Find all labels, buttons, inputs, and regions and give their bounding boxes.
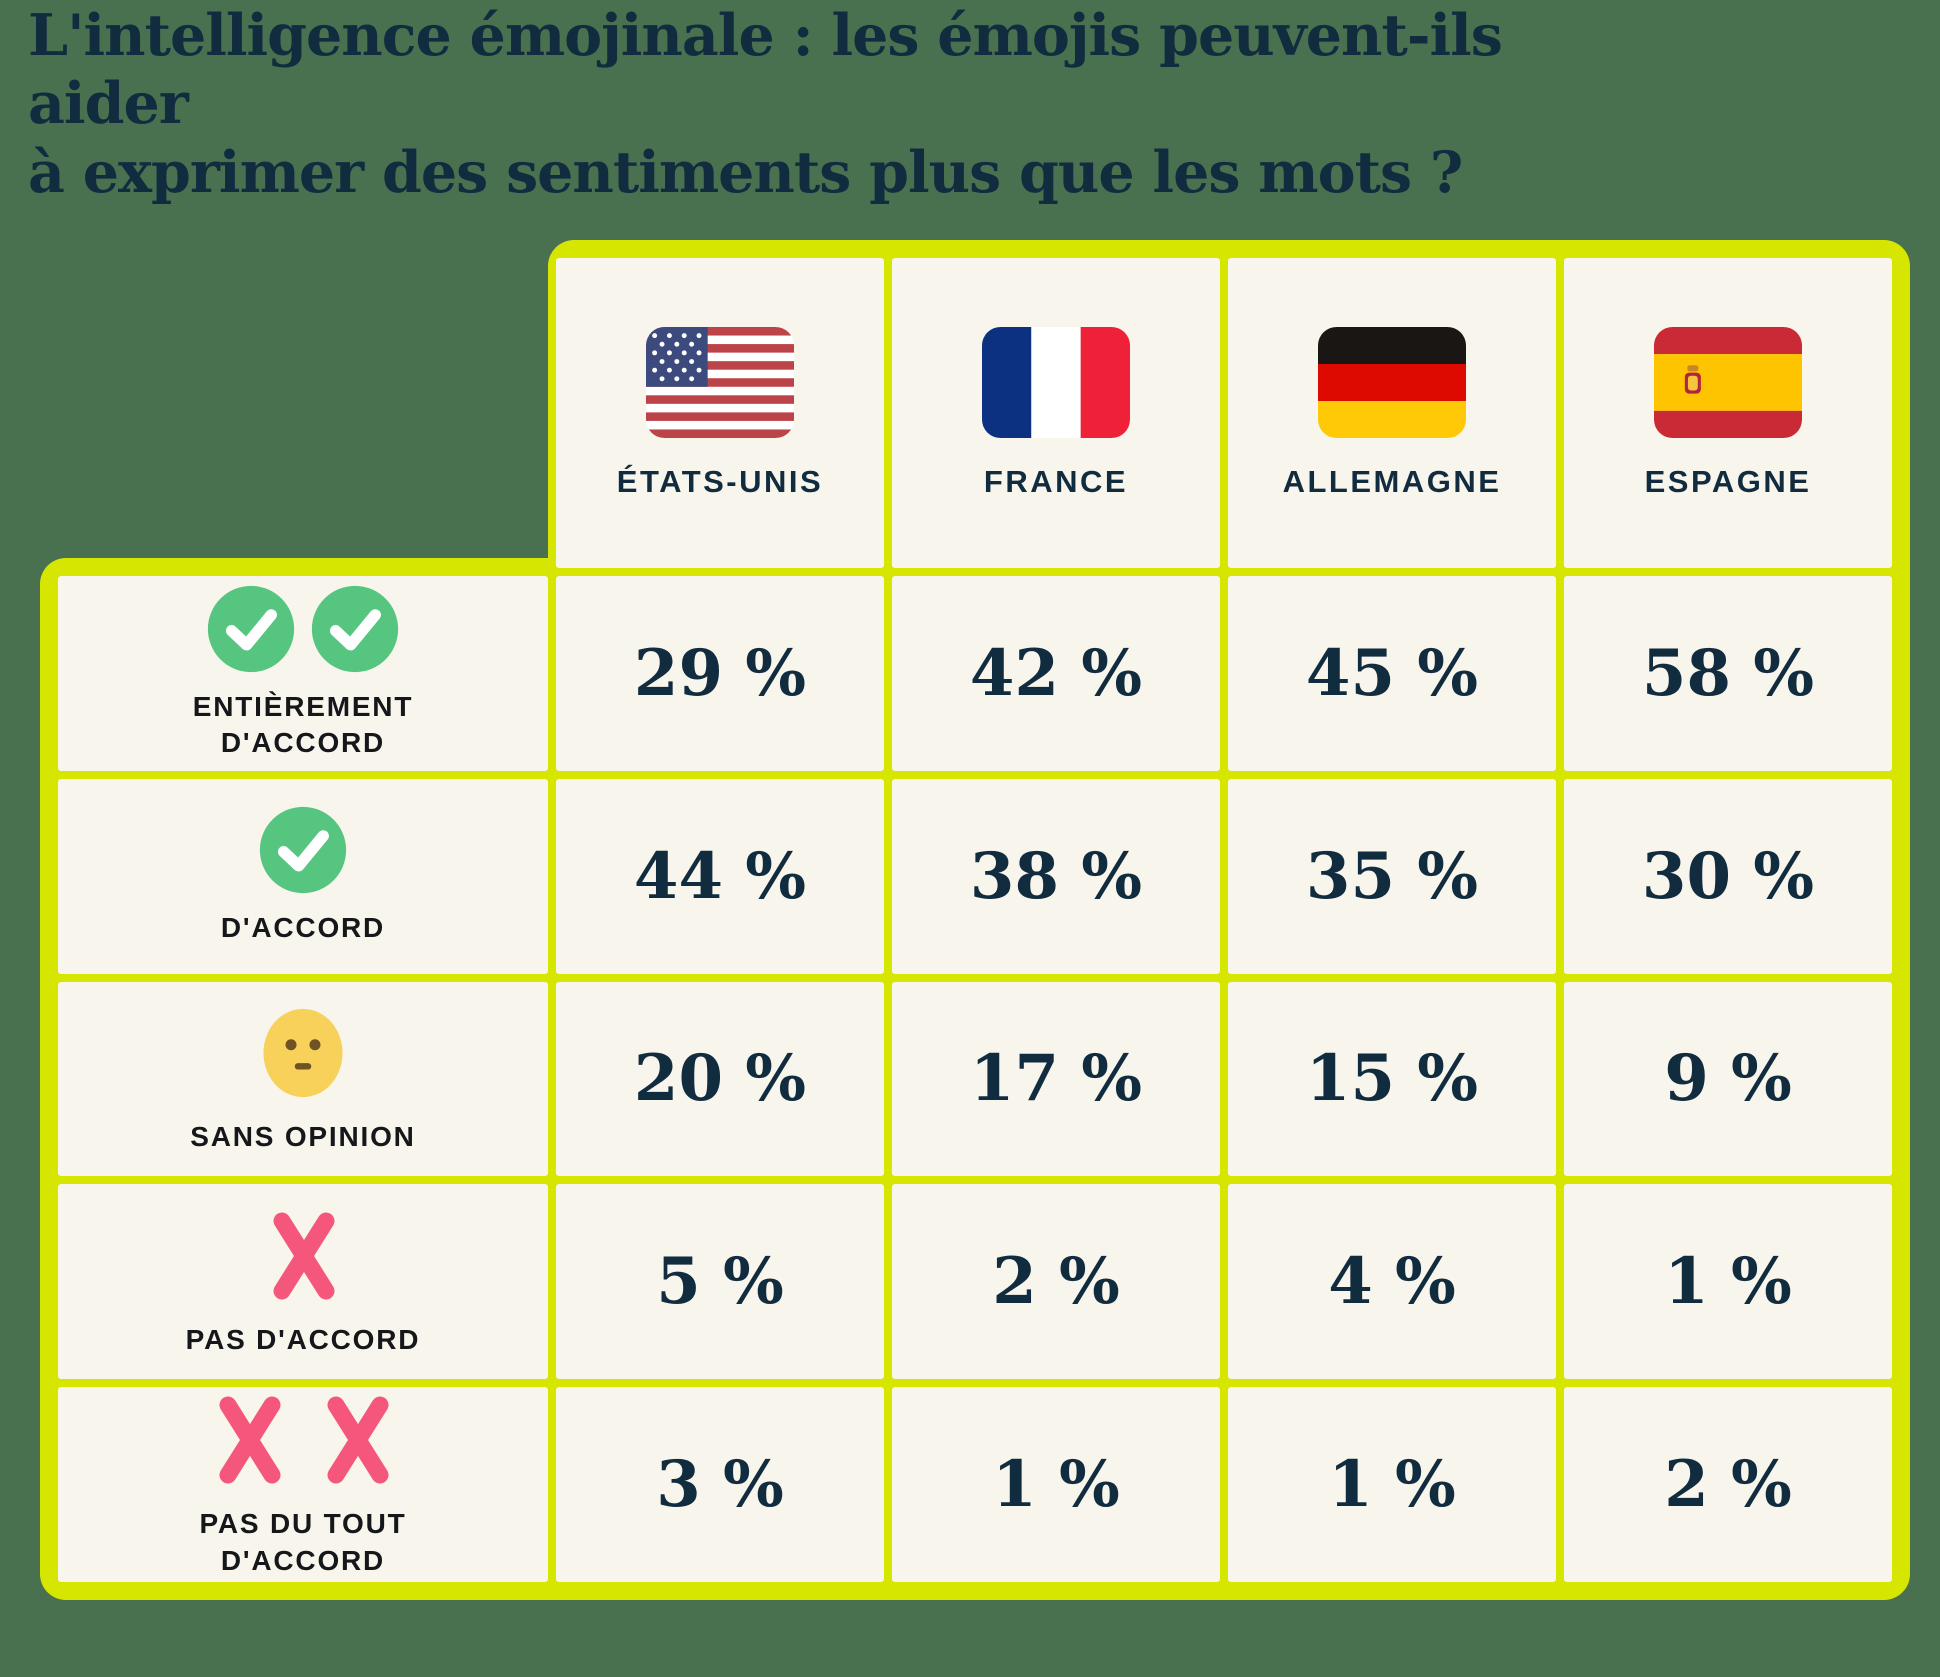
column-header-label: ÉTATS-UNIS — [616, 463, 824, 499]
value-cell: 42 % — [892, 576, 1220, 771]
row-header-label: PAS D'ACCORD — [185, 1323, 421, 1355]
value-cell: 1 % — [892, 1387, 1220, 1582]
percent-value: 1 % — [992, 1447, 1120, 1523]
percent-value: 29 % — [633, 635, 807, 711]
cross-icon — [257, 1206, 349, 1306]
value-cell: 1 % — [1228, 1387, 1556, 1582]
percent-value: 35 % — [1305, 838, 1479, 914]
column-header-label: ALLEMAGNE — [1282, 463, 1502, 499]
percent-value: 2 % — [1664, 1447, 1792, 1523]
percent-value: 58 % — [1641, 635, 1815, 711]
value-cell: 58 % — [1564, 576, 1892, 771]
column-header-label: ESPAGNE — [1644, 463, 1812, 499]
value-cell: 2 % — [892, 1184, 1220, 1380]
column-header-etats-unis: ÉTATS-UNIS — [556, 258, 884, 568]
percent-value: 2 % — [992, 1244, 1120, 1320]
value-cell: 3 % — [556, 1387, 884, 1582]
row-header-label: PAS DU TOUT D'ACCORD — [199, 1508, 407, 1576]
column-header-label: FRANCE — [983, 463, 1129, 499]
percent-value: 38 % — [969, 838, 1143, 914]
value-cell: 17 % — [892, 981, 1220, 1177]
survey-table: ÉTATS-UNIS FRANCE ALLEMAGNE ESPAGNE — [40, 240, 1910, 1600]
percent-value: 1 % — [1328, 1447, 1456, 1523]
row-header-daccord: D'ACCORD — [58, 778, 548, 974]
percent-value: 17 % — [969, 1041, 1143, 1117]
percent-value: 45 % — [1305, 635, 1479, 711]
value-cell: 38 % — [892, 778, 1220, 974]
france-flag-icon — [982, 327, 1130, 438]
value-cell: 20 % — [556, 981, 884, 1177]
column-header-allemagne: ALLEMAGNE — [1228, 258, 1556, 568]
neutral-face-icon — [257, 1003, 349, 1103]
row-header-label: ENTIÈREMENT D'ACCORD — [192, 691, 414, 759]
column-header-france: FRANCE — [892, 258, 1220, 568]
percent-value: 30 % — [1641, 838, 1815, 914]
us-flag-icon — [646, 327, 794, 438]
percent-value: 4 % — [1328, 1244, 1456, 1320]
percent-value: 44 % — [633, 838, 807, 914]
table-grid: ÉTATS-UNIS FRANCE ALLEMAGNE ESPAGNE — [40, 240, 1910, 1600]
page-title: L'intelligence émojinale : les émojis pe… — [28, 2, 1628, 207]
percent-value: 3 % — [656, 1447, 784, 1523]
value-cell: 29 % — [556, 576, 884, 771]
value-cell: 30 % — [1564, 778, 1892, 974]
row-header-entierement-daccord: ENTIÈREMENT D'ACCORD — [58, 576, 548, 771]
check-icon — [259, 806, 347, 894]
percent-value: 9 % — [1664, 1041, 1792, 1117]
value-cell: 44 % — [556, 778, 884, 974]
row-header-label: D'ACCORD — [220, 912, 386, 943]
double-check-icon — [207, 585, 399, 673]
percent-value: 5 % — [656, 1244, 784, 1320]
header-spacer — [58, 258, 548, 568]
percent-value: 20 % — [633, 1041, 807, 1117]
value-cell: 4 % — [1228, 1184, 1556, 1380]
value-cell: 9 % — [1564, 981, 1892, 1177]
value-cell: 35 % — [1228, 778, 1556, 974]
row-header-sans-opinion: SANS OPINION — [58, 981, 548, 1177]
percent-value: 15 % — [1305, 1041, 1479, 1117]
page-title-line-2: à exprimer des sentiments plus que les m… — [28, 138, 1463, 206]
double-cross-icon — [203, 1390, 403, 1490]
value-cell: 15 % — [1228, 981, 1556, 1177]
germany-flag-icon — [1318, 327, 1466, 438]
value-cell: 2 % — [1564, 1387, 1892, 1582]
value-cell: 1 % — [1564, 1184, 1892, 1380]
page-title-line-1: L'intelligence émojinale : les émojis pe… — [28, 2, 1503, 138]
row-header-pas-du-tout-daccord: PAS DU TOUT D'ACCORD — [58, 1387, 548, 1582]
percent-value: 1 % — [1664, 1244, 1792, 1320]
spain-flag-icon — [1654, 327, 1802, 438]
row-header-pas-daccord: PAS D'ACCORD — [58, 1184, 548, 1380]
value-cell: 45 % — [1228, 576, 1556, 771]
percent-value: 42 % — [969, 635, 1143, 711]
value-cell: 5 % — [556, 1184, 884, 1380]
row-header-label: SANS OPINION — [190, 1120, 416, 1152]
column-header-espagne: ESPAGNE — [1564, 258, 1892, 568]
